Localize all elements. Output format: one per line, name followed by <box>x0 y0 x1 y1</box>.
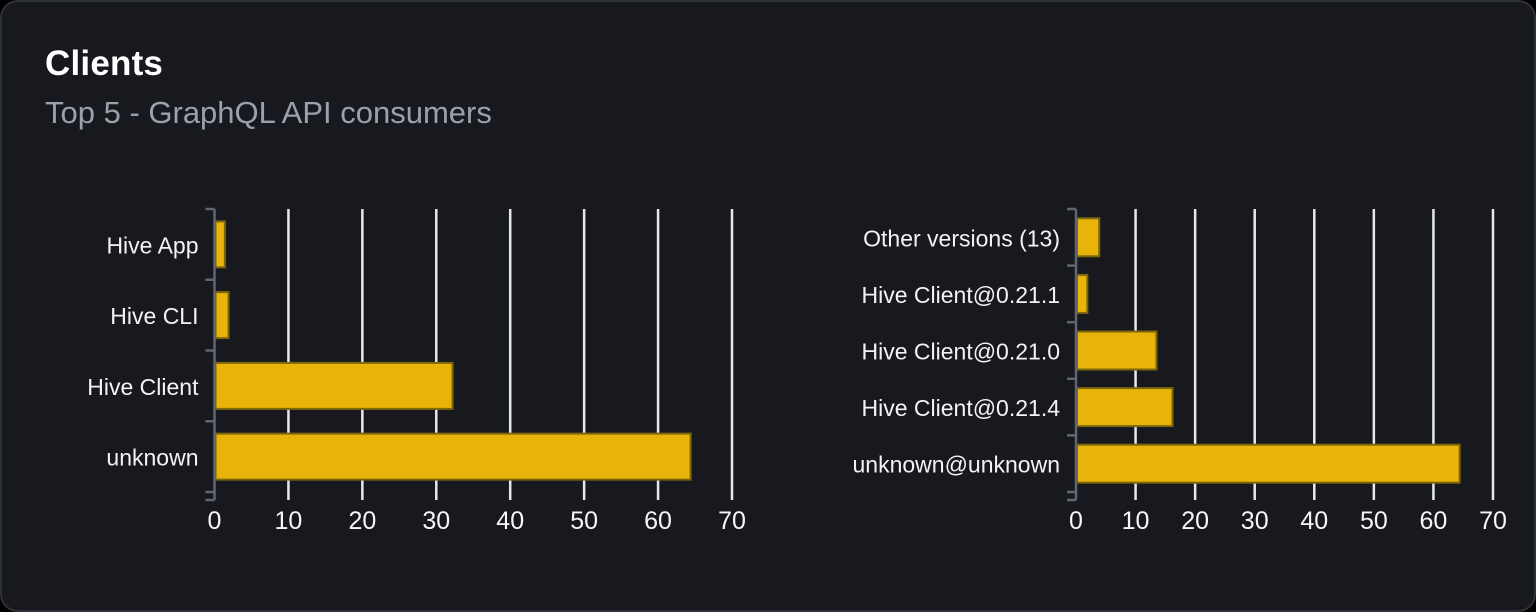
category-label: unknown@unknown <box>853 452 1060 478</box>
x-tick-label: 0 <box>1069 507 1083 535</box>
card-header: Clients Top 5 - GraphQL API consumers <box>45 46 492 128</box>
category-label: Other versions (13) <box>863 225 1060 251</box>
category-label: Hive Client@0.21.0 <box>862 339 1061 365</box>
x-tick-label: 50 <box>1360 507 1388 535</box>
x-tick-label: 30 <box>422 507 450 535</box>
x-tick-label: 70 <box>718 507 746 535</box>
bar-hive-client-0-21-4[interactable] <box>1076 387 1174 428</box>
category-label: unknown <box>106 445 198 471</box>
x-tick-label: 60 <box>1420 507 1448 535</box>
card-title: Clients <box>45 44 164 83</box>
category-label: Hive Client <box>87 374 199 400</box>
bar-hive-cli[interactable] <box>214 291 230 340</box>
bar-hive-client-0-21-1[interactable] <box>1076 273 1089 314</box>
category-label: Hive Client@0.21.1 <box>862 282 1061 308</box>
x-tick-label: 10 <box>275 507 303 535</box>
bar-unknown-unknown[interactable] <box>1076 443 1461 484</box>
x-tick-label: 20 <box>348 507 376 535</box>
x-tick-label: 40 <box>1300 507 1328 535</box>
bar-hive-app[interactable] <box>214 220 226 269</box>
category-label: Hive Client@0.21.4 <box>862 395 1061 421</box>
x-tick-label: 30 <box>1241 507 1269 535</box>
bar-hive-client-0-21-0[interactable] <box>1076 330 1158 371</box>
category-label: Hive CLI <box>110 303 198 329</box>
card-subtitle: Top 5 - GraphQL API consumers <box>45 95 492 130</box>
x-tick-label: 40 <box>496 507 524 535</box>
bar-unknown[interactable] <box>214 432 692 481</box>
bar-other-versions-13-[interactable] <box>1076 217 1101 258</box>
x-tick-label: 10 <box>1122 507 1150 535</box>
x-tick-label: 20 <box>1181 507 1209 535</box>
x-tick-label: 50 <box>570 507 598 535</box>
bar-hive-client[interactable] <box>214 361 454 410</box>
x-tick-label: 0 <box>208 507 222 535</box>
category-label: Hive App <box>106 232 198 258</box>
x-tick-label: 60 <box>644 507 672 535</box>
x-tick-label: 70 <box>1479 507 1507 535</box>
